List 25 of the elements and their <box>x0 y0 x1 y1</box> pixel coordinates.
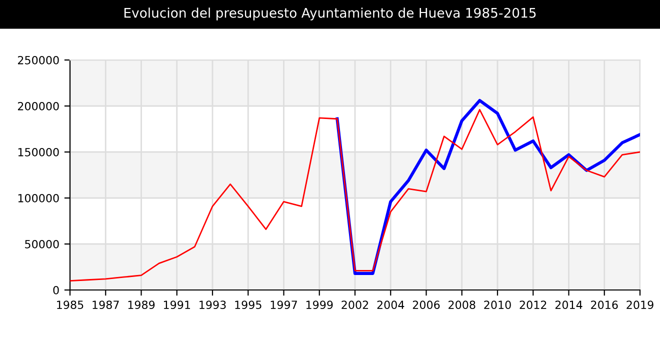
x-tick-label: 2010 <box>484 300 511 310</box>
y-tick-label: 0 <box>53 286 59 294</box>
x-tick-label: 2006 <box>412 300 440 310</box>
x-tick-label: 2014 <box>555 300 582 310</box>
y-tick-label: 200000 <box>18 102 59 110</box>
x-tick-label: 2016 <box>591 300 618 310</box>
x-tick-label: 1991 <box>164 300 190 310</box>
x-tick-label: 1995 <box>235 300 262 310</box>
y-tick-label: 150000 <box>18 148 59 156</box>
x-tick-label: 1985 <box>57 300 84 310</box>
x-tick-label: 2012 <box>520 300 546 310</box>
x-tick-label: 2002 <box>342 300 368 310</box>
y-tick-label: 250000 <box>18 56 59 64</box>
x-tick-label: 1987 <box>92 300 119 310</box>
x-tick-label: 1989 <box>128 300 155 310</box>
y-tick-label: 100000 <box>18 194 59 202</box>
x-tick-label: 1999 <box>306 300 333 310</box>
x-tick-label: 2008 <box>448 300 476 310</box>
x-tick-label: 2019 <box>626 300 654 310</box>
line-series <box>70 108 640 282</box>
x-tick-label: 1993 <box>200 300 226 310</box>
y-tick-label: 50000 <box>25 240 59 248</box>
x-tick-label: 2004 <box>377 300 404 310</box>
x-tick-label: 1997 <box>270 300 297 310</box>
chart-title: Evolucion del presupuesto Ayuntamiento de Hueva 1985-2015 <box>124 8 536 20</box>
